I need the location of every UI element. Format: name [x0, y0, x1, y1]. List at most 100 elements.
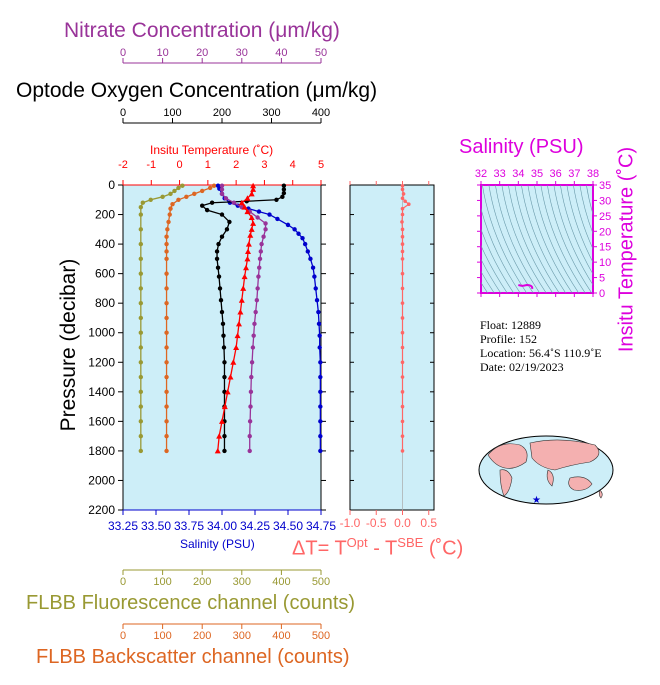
temperature-point	[234, 332, 241, 339]
nitrate-point	[249, 360, 255, 365]
salinity-tick-label: 33.50	[141, 519, 171, 533]
delta-point	[400, 242, 405, 246]
temperature-tick-label: 5	[318, 159, 324, 171]
backscatter-point	[170, 202, 175, 207]
ts-y-tick-label: 30	[599, 195, 611, 207]
oxygen-point	[204, 207, 210, 213]
map-land	[487, 443, 528, 469]
nitrate-point	[247, 448, 252, 454]
ts-x-tick-label: 34	[512, 168, 524, 180]
nitrate-point	[255, 286, 260, 291]
oxygen-tick-label: 0	[120, 107, 126, 119]
fluorescence-point	[138, 433, 144, 439]
ts-contour-line	[547, 185, 593, 293]
nitrate-point	[247, 419, 253, 424]
backscatter-point	[164, 330, 169, 335]
oxygen-point	[222, 360, 227, 365]
temperature-point	[245, 248, 252, 254]
ts-contour-line	[488, 185, 534, 293]
fluorescence-point	[138, 389, 144, 395]
fluorescence-point	[138, 271, 144, 276]
fluorescence-point	[138, 374, 144, 380]
oxygen-point	[224, 227, 230, 232]
temperature-point	[230, 359, 237, 365]
fluorescence-point	[172, 188, 177, 194]
nitrate-point	[263, 227, 268, 232]
nitrate-point	[219, 191, 225, 197]
date: Date: 02/19/2023	[480, 360, 564, 374]
fluorescence-point	[138, 286, 144, 291]
map-land	[568, 476, 593, 491]
fluorescence-point	[138, 227, 144, 232]
nitrate-point	[255, 215, 260, 220]
fluorescence-point	[138, 315, 144, 321]
ts-x-tick-label: 33	[494, 168, 506, 180]
world-map: ★	[478, 435, 614, 506]
delta-point	[400, 212, 405, 217]
salinity-point	[313, 286, 318, 291]
oxygen-point	[209, 200, 215, 205]
backscatter-point	[176, 197, 181, 202]
ts-contour-line	[521, 185, 567, 293]
temperature-point	[243, 264, 250, 271]
salinity-point	[318, 433, 323, 439]
delta-point	[400, 330, 405, 335]
backscatter-point	[164, 389, 169, 395]
temperature-series	[214, 182, 257, 454]
backscatter-point	[166, 219, 171, 225]
delta-point	[400, 316, 405, 320]
salinity-point	[308, 256, 313, 262]
backscatter-point	[164, 345, 169, 350]
oxygen-tick-label: 100	[163, 107, 181, 119]
oxygen-point	[280, 194, 285, 200]
salinity-tick-label: 34.25	[240, 519, 270, 533]
delta-point	[400, 375, 405, 379]
nitrate-series	[219, 183, 268, 454]
ts-contours	[481, 185, 593, 293]
nitrate-point	[251, 333, 256, 338]
backscatter-point	[207, 185, 213, 191]
salinity-tick-label: 34.00	[207, 519, 237, 533]
delta-point	[400, 449, 405, 453]
delta-point	[403, 199, 407, 204]
backscatter-tick-label: 500	[312, 630, 330, 642]
ts-contour-line	[527, 185, 573, 293]
delta-point	[400, 404, 405, 409]
fluorescence-point	[180, 183, 185, 188]
delta-x-tick-label: 0.5	[420, 516, 437, 530]
ts-contour-line	[573, 185, 593, 250]
backscatter-point	[184, 194, 189, 200]
salinity-point	[318, 448, 323, 454]
ts-y-tick-label: 5	[599, 273, 605, 285]
pressure-tick-label: 1800	[88, 444, 115, 458]
ts-contour-line	[508, 185, 554, 293]
fluorescence-tick-label: 100	[153, 576, 171, 588]
salinity-point	[302, 241, 308, 247]
delta-x-tick-label: -0.5	[366, 516, 387, 530]
pressure-tick-label: 1000	[88, 326, 115, 340]
backscatter-line	[165, 185, 215, 451]
ts-salinity-title: Salinity (PSU)	[459, 136, 584, 158]
backscatter-point	[165, 227, 170, 232]
nitrate-tick-label: 50	[315, 47, 327, 59]
pressure-tick-label: 1200	[88, 355, 115, 369]
nitrate-point	[258, 249, 264, 254]
pressure-tick-label: 200	[95, 208, 115, 222]
nitrate-tick-label: 0	[120, 47, 126, 59]
temperature-axis-title: Insitu Temperature (˚C)	[150, 143, 274, 157]
temperature-point	[241, 204, 248, 210]
oxygen-point	[216, 241, 221, 247]
temperature-point	[247, 232, 254, 238]
nitrate-point	[257, 265, 262, 270]
fluorescence-axis-title: FLBB Fluorescence channel (counts)	[26, 592, 356, 614]
fluorescence-point	[168, 191, 173, 197]
backscatter-tick-label: 0	[120, 630, 126, 642]
backscatter-point	[164, 256, 169, 262]
delta-point	[400, 434, 405, 438]
salinity-point	[314, 298, 320, 303]
salinity-point	[318, 404, 323, 409]
pressure-tick-label: 400	[95, 237, 115, 251]
salinity-point	[318, 389, 323, 395]
map-land	[598, 489, 603, 499]
oxygen-point	[219, 234, 225, 239]
